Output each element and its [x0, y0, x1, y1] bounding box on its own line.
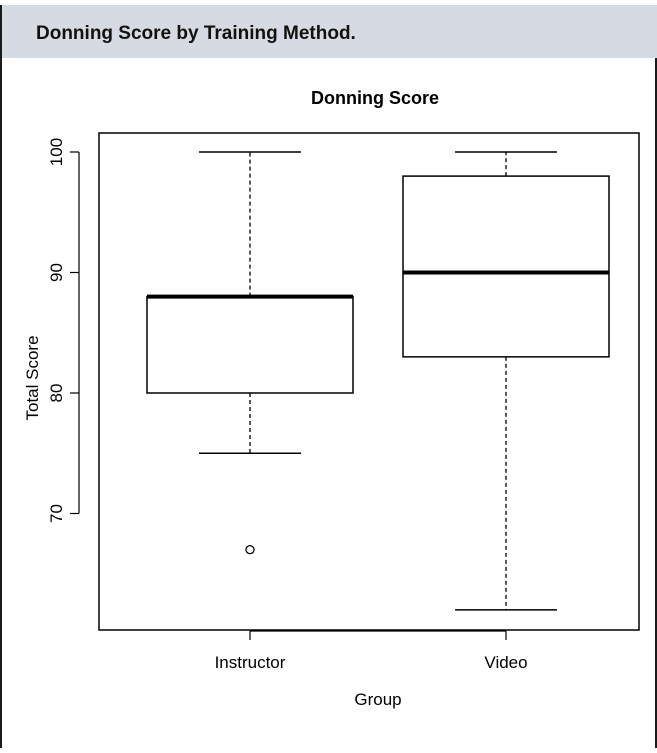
- y-tick-label: 90: [47, 263, 66, 282]
- box-instructor: [146, 151, 354, 555]
- figure-frame: Donning Score 70 80 90 100 Instructor Video …: [0, 58, 657, 748]
- figure-caption-bar: Donning Score by Training Method.: [0, 5, 657, 58]
- y-axis: 70 80 90 100: [47, 138, 80, 523]
- y-tick-label: 80: [47, 384, 66, 403]
- x-tick-label: Video: [484, 653, 527, 672]
- outlier-point: [245, 544, 255, 555]
- boxes: [146, 151, 610, 611]
- iqr-box: [146, 295, 354, 394]
- iqr-box: [402, 175, 610, 358]
- x-tick-label: Instructor: [215, 653, 286, 672]
- chart-title: Donning Score: [311, 88, 439, 108]
- box-video: [402, 151, 610, 611]
- x-axis-label: Group: [354, 690, 401, 709]
- x-axis: Instructor Video: [215, 630, 528, 672]
- y-tick-label: 70: [47, 504, 66, 523]
- plot-area-frame: [98, 132, 640, 631]
- top-strip: [0, 0, 657, 5]
- y-tick-label: 100: [47, 138, 66, 166]
- figure-caption: Donning Score by Training Method.: [36, 23, 356, 44]
- y-axis-label: Total Score: [23, 335, 42, 420]
